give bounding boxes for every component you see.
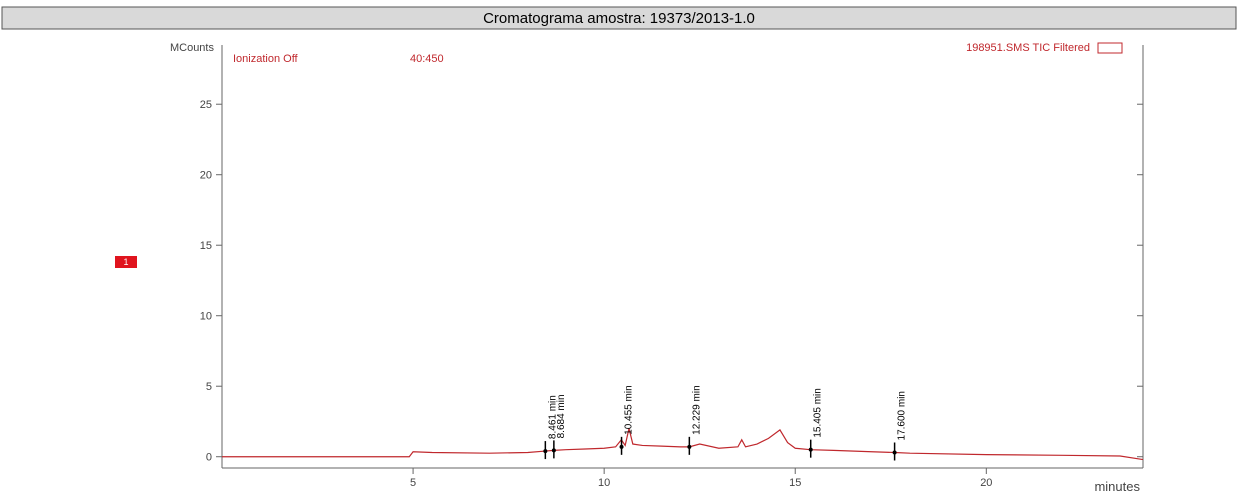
annotation: Ionization Off [233,53,299,65]
x-tick-label: 5 [410,477,416,489]
x-axis-label: minutes [1094,479,1140,493]
x-tick-label: 20 [980,477,992,489]
y-tick-label: 25 [200,99,212,111]
peak-dot [808,447,813,452]
title-bar [1,6,1237,30]
y-tick-label: 5 [206,381,212,393]
window-icon [1097,42,1123,54]
peak-dot [892,450,897,455]
peak-label: 15.405 min [813,388,824,437]
x-tick-label: 10 [598,477,610,489]
trace [222,428,1144,461]
y-tick-label: 0 [206,452,212,464]
y-tick-label: 15 [200,240,212,252]
legend-label: 1 [123,257,128,267]
peak-dot [543,449,548,454]
peak-dot [551,448,556,453]
y-tick-label: 20 [200,170,212,182]
legend-box [115,256,137,268]
peak-label: 10.455 min [624,385,635,434]
peak-dot [687,444,692,449]
peak-label: 8.461 min [547,395,558,439]
peak-label: 8.684 min [556,394,567,438]
peak-label: 17.600 min [897,391,908,440]
trace-label: 198951.SMS TIC Filtered [966,42,1090,54]
peak-dot [619,444,624,449]
y-tick-label: 10 [200,311,212,323]
annotation: 40:450 [410,53,444,65]
x-tick-label: 15 [789,477,801,489]
y-axis-label: MCounts [170,42,215,54]
peak-label: 12.229 min [691,385,702,434]
chart-title: Cromatograma amostra: 19373/2013-1.0 [483,10,755,27]
